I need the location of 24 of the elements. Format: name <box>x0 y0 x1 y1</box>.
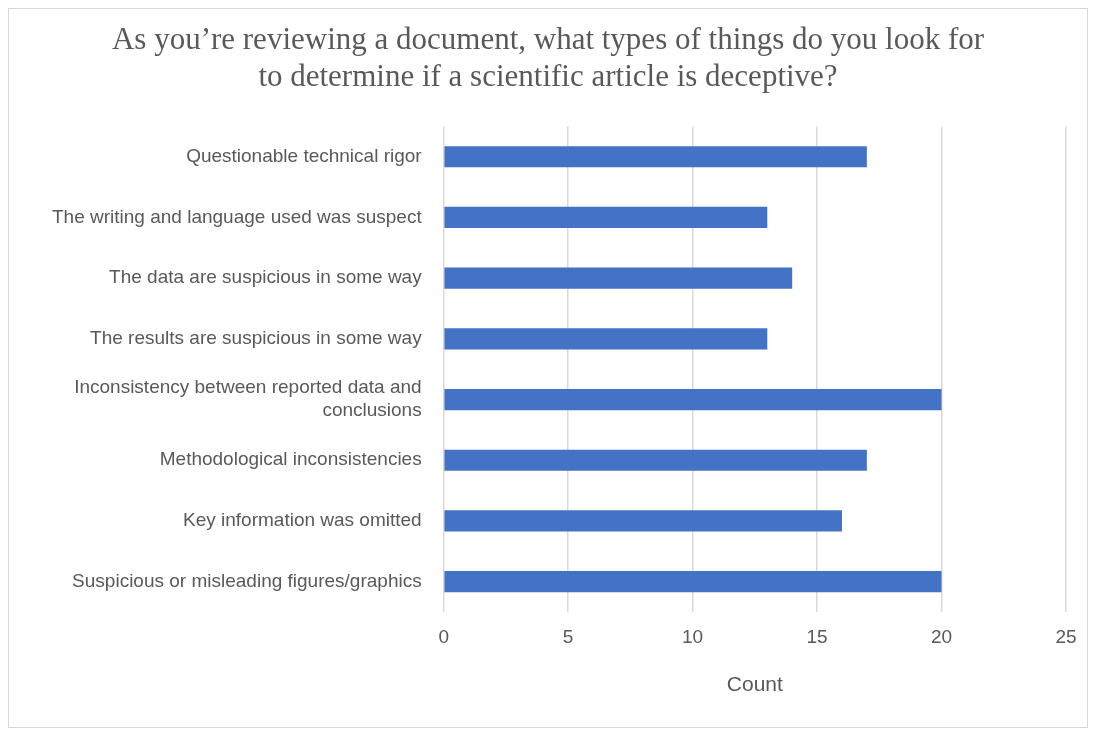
bar <box>444 328 768 350</box>
x-tick-label: 5 <box>562 625 574 647</box>
bar <box>444 267 793 289</box>
y-tick-label: Questionable technical rigor <box>186 144 423 166</box>
x-tick-label: 15 <box>806 625 828 647</box>
y-tick-label: The writing and language used was suspect <box>51 205 423 227</box>
x-tick-label: 20 <box>930 625 953 647</box>
bar <box>444 206 768 229</box>
x-tick-label: 0 <box>438 625 449 647</box>
bar <box>444 388 942 411</box>
chart-title: As you’re reviewing a document, what types of things do you look for to determine if a scientific article is deceptive? <box>111 20 985 93</box>
bar <box>444 510 842 532</box>
y-tick-label: Suspicious or misleading figures/graphics <box>72 569 422 591</box>
bar <box>444 571 942 593</box>
x-axis-title: Count <box>726 672 784 696</box>
bar <box>444 146 867 168</box>
x-tick-label: 25 <box>1055 625 1077 647</box>
y-tick-label: The results are suspicious in some way <box>90 327 423 349</box>
y-tick-label: Key information was omitted <box>183 509 422 531</box>
y-tick-label: Inconsistency between reported data and conclusions <box>74 376 422 421</box>
y-tick-label: Methodological inconsistencies <box>159 448 422 470</box>
x-tick-label: 10 <box>682 625 704 647</box>
y-tick-label: The data are suspicious in some way <box>109 266 423 288</box>
bar <box>444 449 867 471</box>
